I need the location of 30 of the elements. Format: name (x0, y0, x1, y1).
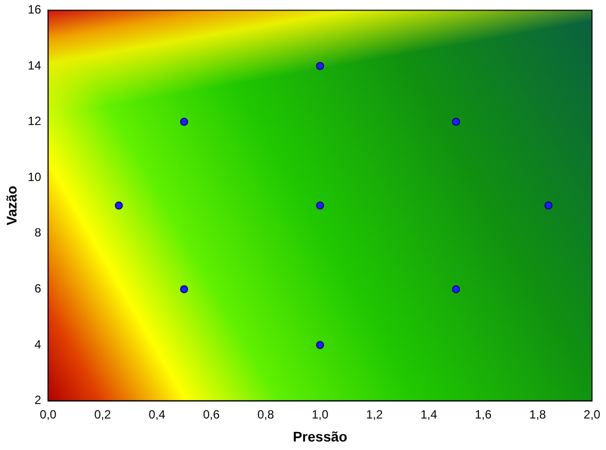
x-tick-label: 0,4 (148, 407, 166, 422)
point (316, 62, 324, 70)
point (316, 202, 324, 210)
x-tick-label: 1,6 (474, 407, 492, 422)
y-tick-label: 8 (34, 226, 42, 240)
y-tick-label: 6 (34, 282, 42, 296)
x-tick-label: 1,0 (312, 407, 329, 422)
point (316, 341, 324, 349)
y-tick-label: 14 (28, 58, 42, 72)
point (452, 285, 460, 294)
x-tick-label: 0,2 (94, 407, 112, 422)
point (180, 118, 188, 126)
x-tick-label: 2,0 (584, 407, 601, 422)
point (544, 202, 552, 210)
x-tick-label: 1,8 (529, 407, 546, 422)
x-tick-label: 0,6 (202, 407, 220, 422)
x-axis-title: Pressão (292, 428, 348, 444)
x-tick-label: 1,2 (366, 407, 384, 422)
y-axis-title: Vazão (3, 186, 20, 226)
y-tick-label: 12 (28, 114, 42, 128)
y-tick-label: 10 (28, 170, 42, 184)
point (114, 202, 123, 210)
point (452, 118, 460, 126)
y-tick-label: 2 (34, 393, 42, 408)
y-tick-label: 16 (28, 2, 42, 17)
point (180, 285, 188, 294)
y-tick-label: 4 (34, 337, 42, 352)
x-tick-label: 1,4 (420, 407, 438, 422)
x-tick-label: 0,0 (40, 407, 57, 422)
x-tick-label: 0,8 (257, 407, 274, 422)
